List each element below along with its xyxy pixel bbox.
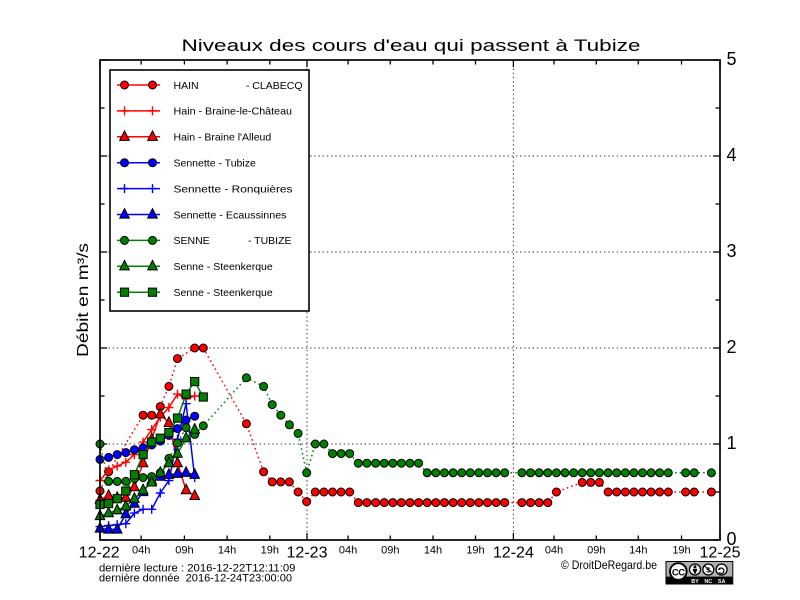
svg-text:0: 0: [727, 529, 737, 549]
svg-text:dernière lecture : 2016-12-22T: dernière lecture : 2016-12-22T12:11:09: [99, 563, 296, 575]
svg-text:4: 4: [727, 145, 737, 165]
svg-text:09h: 09h: [175, 545, 193, 557]
svg-text:Hain - Braine-le-Château: Hain - Braine-le-Château: [174, 106, 293, 118]
svg-text:Débit en m³/s: Débit en m³/s: [75, 243, 92, 357]
svg-text:3: 3: [727, 241, 737, 261]
svg-text:SA: SA: [718, 579, 726, 585]
svg-text:5: 5: [727, 49, 737, 69]
svg-text:Senne - Steenkerque: Senne - Steenkerque: [174, 261, 273, 273]
svg-text:04h: 04h: [545, 545, 563, 557]
svg-text:- TUBIZE: - TUBIZE: [248, 235, 292, 247]
svg-text:12-25: 12-25: [700, 545, 741, 562]
svg-text:- CLABECQ: - CLABECQ: [246, 80, 303, 92]
svg-text:Sennette - Ecaussinnes: Sennette - Ecaussinnes: [174, 209, 287, 221]
svg-text:Senne - Steenkerque: Senne - Steenkerque: [174, 287, 273, 299]
svg-text:CC: CC: [672, 567, 685, 578]
svg-text:04h: 04h: [339, 545, 357, 557]
svg-text:NC: NC: [704, 579, 712, 585]
svg-text:09h: 09h: [587, 545, 605, 557]
svg-text:19h: 19h: [466, 545, 484, 557]
svg-text:14h: 14h: [424, 545, 442, 557]
svg-text:12-22: 12-22: [79, 545, 120, 562]
svg-text:Sennette - Tubize: Sennette - Tubize: [174, 158, 256, 170]
svg-text:$: $: [706, 565, 710, 574]
svg-text:04h: 04h: [132, 545, 150, 557]
svg-text:09h: 09h: [381, 545, 399, 557]
svg-text:19h: 19h: [672, 545, 690, 557]
svg-text:dernière donnée 2016-12-24T23: dernière donnée 2016-12-24T23:00:00: [99, 573, 292, 585]
svg-text:1: 1: [727, 433, 737, 453]
svg-text:12-24: 12-24: [493, 545, 534, 562]
svg-text:BY: BY: [691, 579, 699, 585]
svg-text:Hain - Braine l'Alleud: Hain - Braine l'Alleud: [174, 132, 272, 144]
svg-text:Niveaux des cours d'eau qui pa: Niveaux des cours d'eau qui passent à Tu…: [182, 36, 641, 55]
svg-text:14h: 14h: [218, 545, 236, 557]
svg-text:SENNE: SENNE: [174, 235, 210, 247]
svg-text:12-23: 12-23: [287, 545, 328, 562]
svg-text:2: 2: [727, 337, 737, 357]
svg-text:HAIN: HAIN: [174, 80, 199, 92]
svg-text:19h: 19h: [261, 545, 279, 557]
svg-text:14h: 14h: [629, 545, 647, 557]
svg-text:Sennette - Ronquières: Sennette - Ronquières: [174, 183, 293, 195]
svg-text:© DroitDeRegard.be: © DroitDeRegard.be: [561, 558, 657, 572]
